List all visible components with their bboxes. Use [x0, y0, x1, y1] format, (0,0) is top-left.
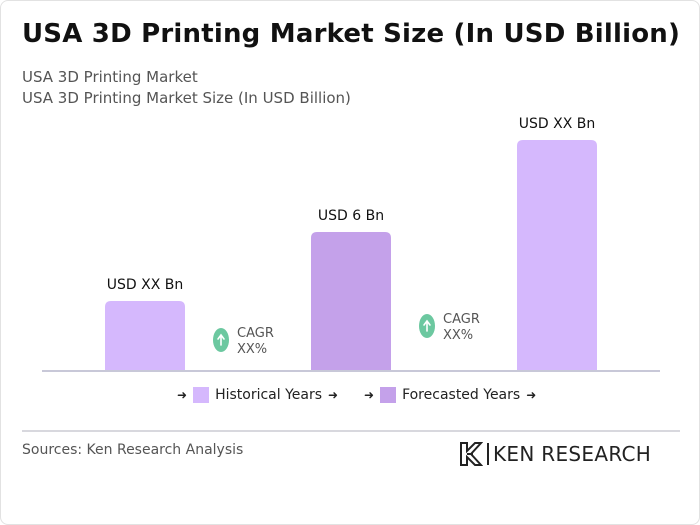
source-note: Sources: Ken Research Analysis — [22, 442, 244, 458]
chart-title: USA 3D Printing Market Size (In USD Bill… — [22, 19, 681, 49]
legend-label-historical: Historical Years — [215, 387, 323, 403]
bar-3 — [517, 140, 597, 370]
ken-research-logo-icon — [460, 442, 483, 466]
bar-data-label-1: USD XX Bn — [107, 277, 183, 293]
logo-text: KEN RESEARCH — [493, 442, 652, 466]
chart-legend: ➜ Historical Years ➜ ➜ Forecasted Years … — [1, 385, 700, 405]
ken-research-logo: KEN RESEARCH — [459, 441, 651, 467]
legend-arrow-icon: ➜ — [526, 388, 537, 402]
cagr-label-2: CAGR — [443, 312, 480, 327]
legend-arrow-icon: ➜ — [364, 388, 375, 402]
legend-label-forecast: Forecasted Years — [402, 387, 521, 403]
bar-2 — [311, 232, 391, 370]
bar-1 — [105, 301, 185, 370]
bar-data-label-2: USD 6 Bn — [318, 208, 384, 224]
legend-arrow-icon: ➜ — [177, 388, 188, 402]
arrow-up-icon — [423, 319, 431, 332]
footer-divider — [22, 430, 680, 432]
chart-subtitle-market: USA 3D Printing Market — [22, 68, 198, 86]
bar-data-label-3: USD XX Bn — [519, 116, 595, 132]
legend-swatch-forecast — [380, 387, 397, 403]
arrow-up-icon — [217, 333, 225, 346]
logo-separator — [487, 443, 489, 465]
cagr-value-2: XX% — [443, 328, 473, 343]
legend-swatch-historical — [193, 387, 210, 403]
cagr-label-1: CAGR — [237, 326, 274, 341]
legend-arrow-icon: ➜ — [328, 388, 339, 402]
chart-subtitle-size: USA 3D Printing Market Size (In USD Bill… — [22, 89, 351, 107]
legend-item-forecast: ➜ Forecasted Years ➜ — [358, 385, 542, 405]
cagr-value-1: XX% — [237, 342, 267, 357]
legend-item-historical: ➜ Historical Years ➜ — [171, 385, 344, 405]
